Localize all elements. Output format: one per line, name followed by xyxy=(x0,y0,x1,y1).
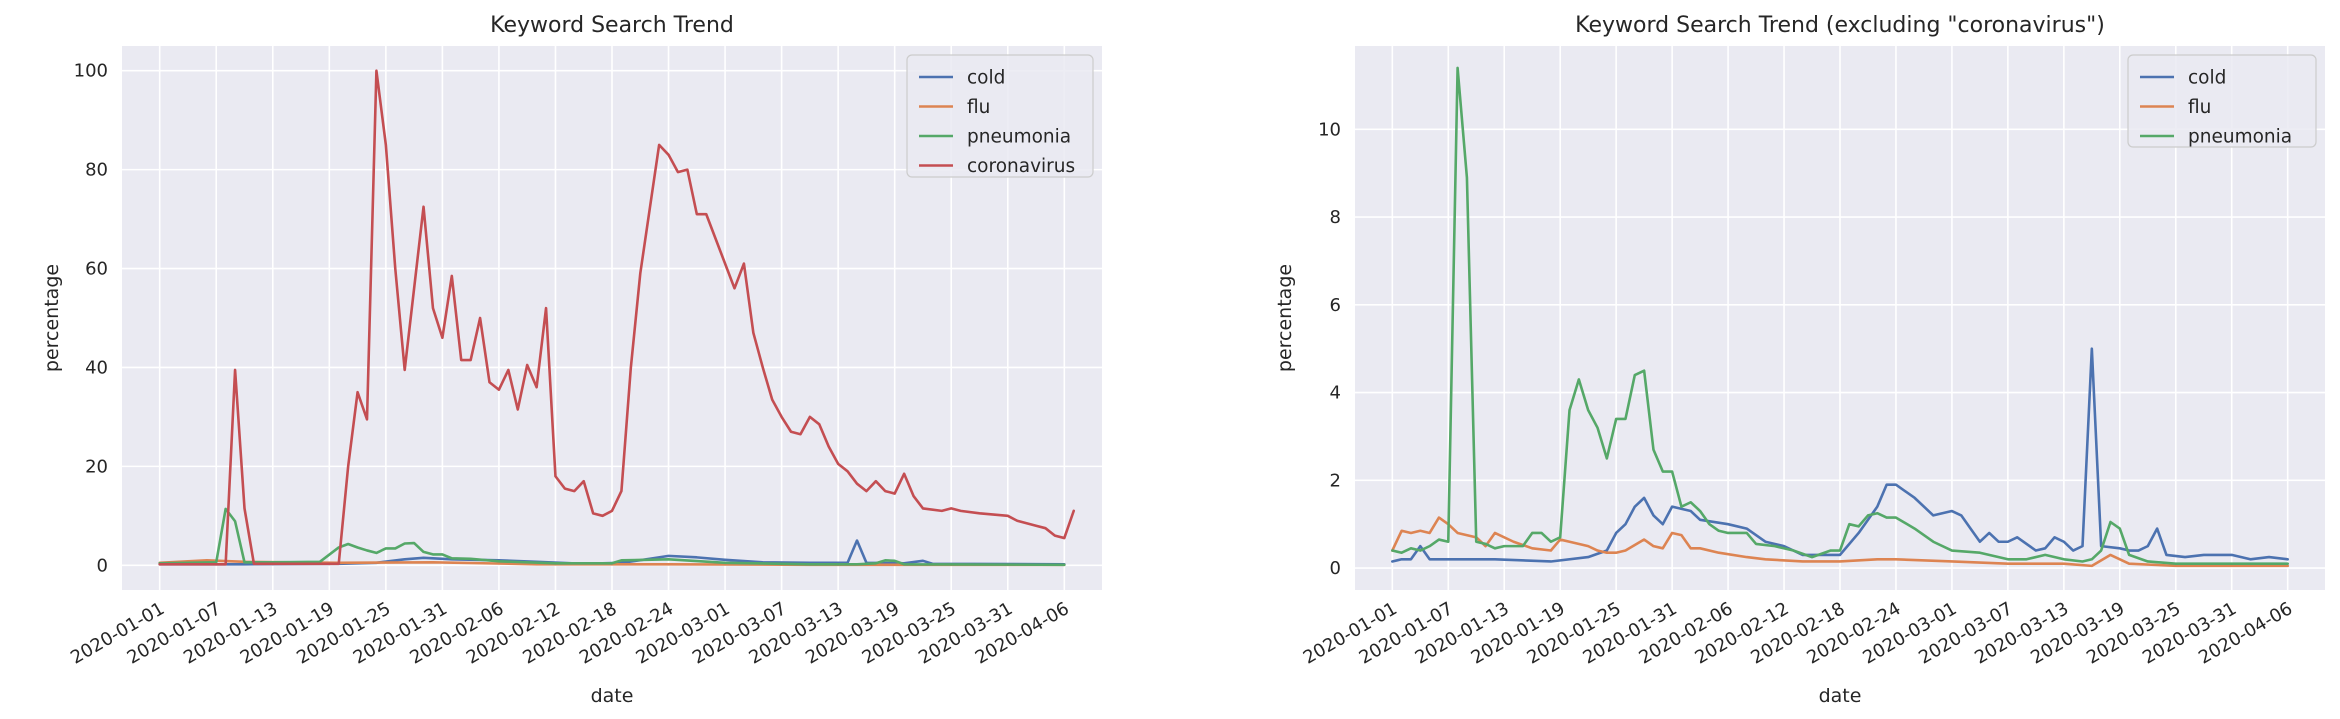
y-tick-label: 0 xyxy=(1330,558,1341,579)
legend-label-pneumonia: pneumonia xyxy=(967,127,1071,148)
y-tick-label: 100 xyxy=(74,61,108,82)
chart-panel-2: 02468102020-01-012020-01-072020-01-13202… xyxy=(1274,13,2325,707)
y-tick-label: 60 xyxy=(85,259,108,280)
y-axis-label: percentage xyxy=(1274,264,1296,372)
y-tick-label: 2 xyxy=(1330,470,1341,491)
x-axis-label: date xyxy=(591,685,634,707)
legend-box xyxy=(906,54,1094,178)
legend-label-flu: flu xyxy=(2188,97,2211,118)
y-axis-label: percentage xyxy=(41,264,63,372)
y-tick-label: 80 xyxy=(85,160,108,181)
chart-panel-1: 0204060801002020-01-012020-01-072020-01-… xyxy=(41,13,1102,707)
legend-box xyxy=(2127,54,2317,148)
series-line-pneumonia xyxy=(158,507,1066,567)
y-tick-label: 20 xyxy=(85,456,108,477)
y-tick-label: 6 xyxy=(1330,295,1341,316)
y-tick-label: 4 xyxy=(1330,383,1341,404)
legend-label-cold: cold xyxy=(967,68,1005,89)
legend: cold flu pneumonia coronavirus xyxy=(906,54,1094,178)
y-tick-label: 40 xyxy=(85,357,108,378)
legend-label-pneumonia: pneumonia xyxy=(2188,127,2292,148)
y-tick-label: 10 xyxy=(1318,119,1341,140)
chart-title: Keyword Search Trend (excluding "coronav… xyxy=(1575,13,2105,38)
legend: cold flu pneumonia xyxy=(2127,54,2317,148)
legend-label-cold: cold xyxy=(2188,68,2226,89)
series-line-coronavirus xyxy=(158,69,1076,566)
legend-label-flu: flu xyxy=(967,97,990,118)
series-line-pneumonia xyxy=(1391,66,2289,565)
y-tick-label: 8 xyxy=(1330,207,1341,228)
legend-label-coronavirus: coronavirus xyxy=(967,156,1075,177)
x-axis-label: date xyxy=(1819,685,1862,707)
y-tick-label: 0 xyxy=(97,555,108,576)
series-line-flu xyxy=(1391,516,2289,568)
chart-title: Keyword Search Trend xyxy=(490,13,734,38)
series-line-cold xyxy=(1391,347,2289,563)
